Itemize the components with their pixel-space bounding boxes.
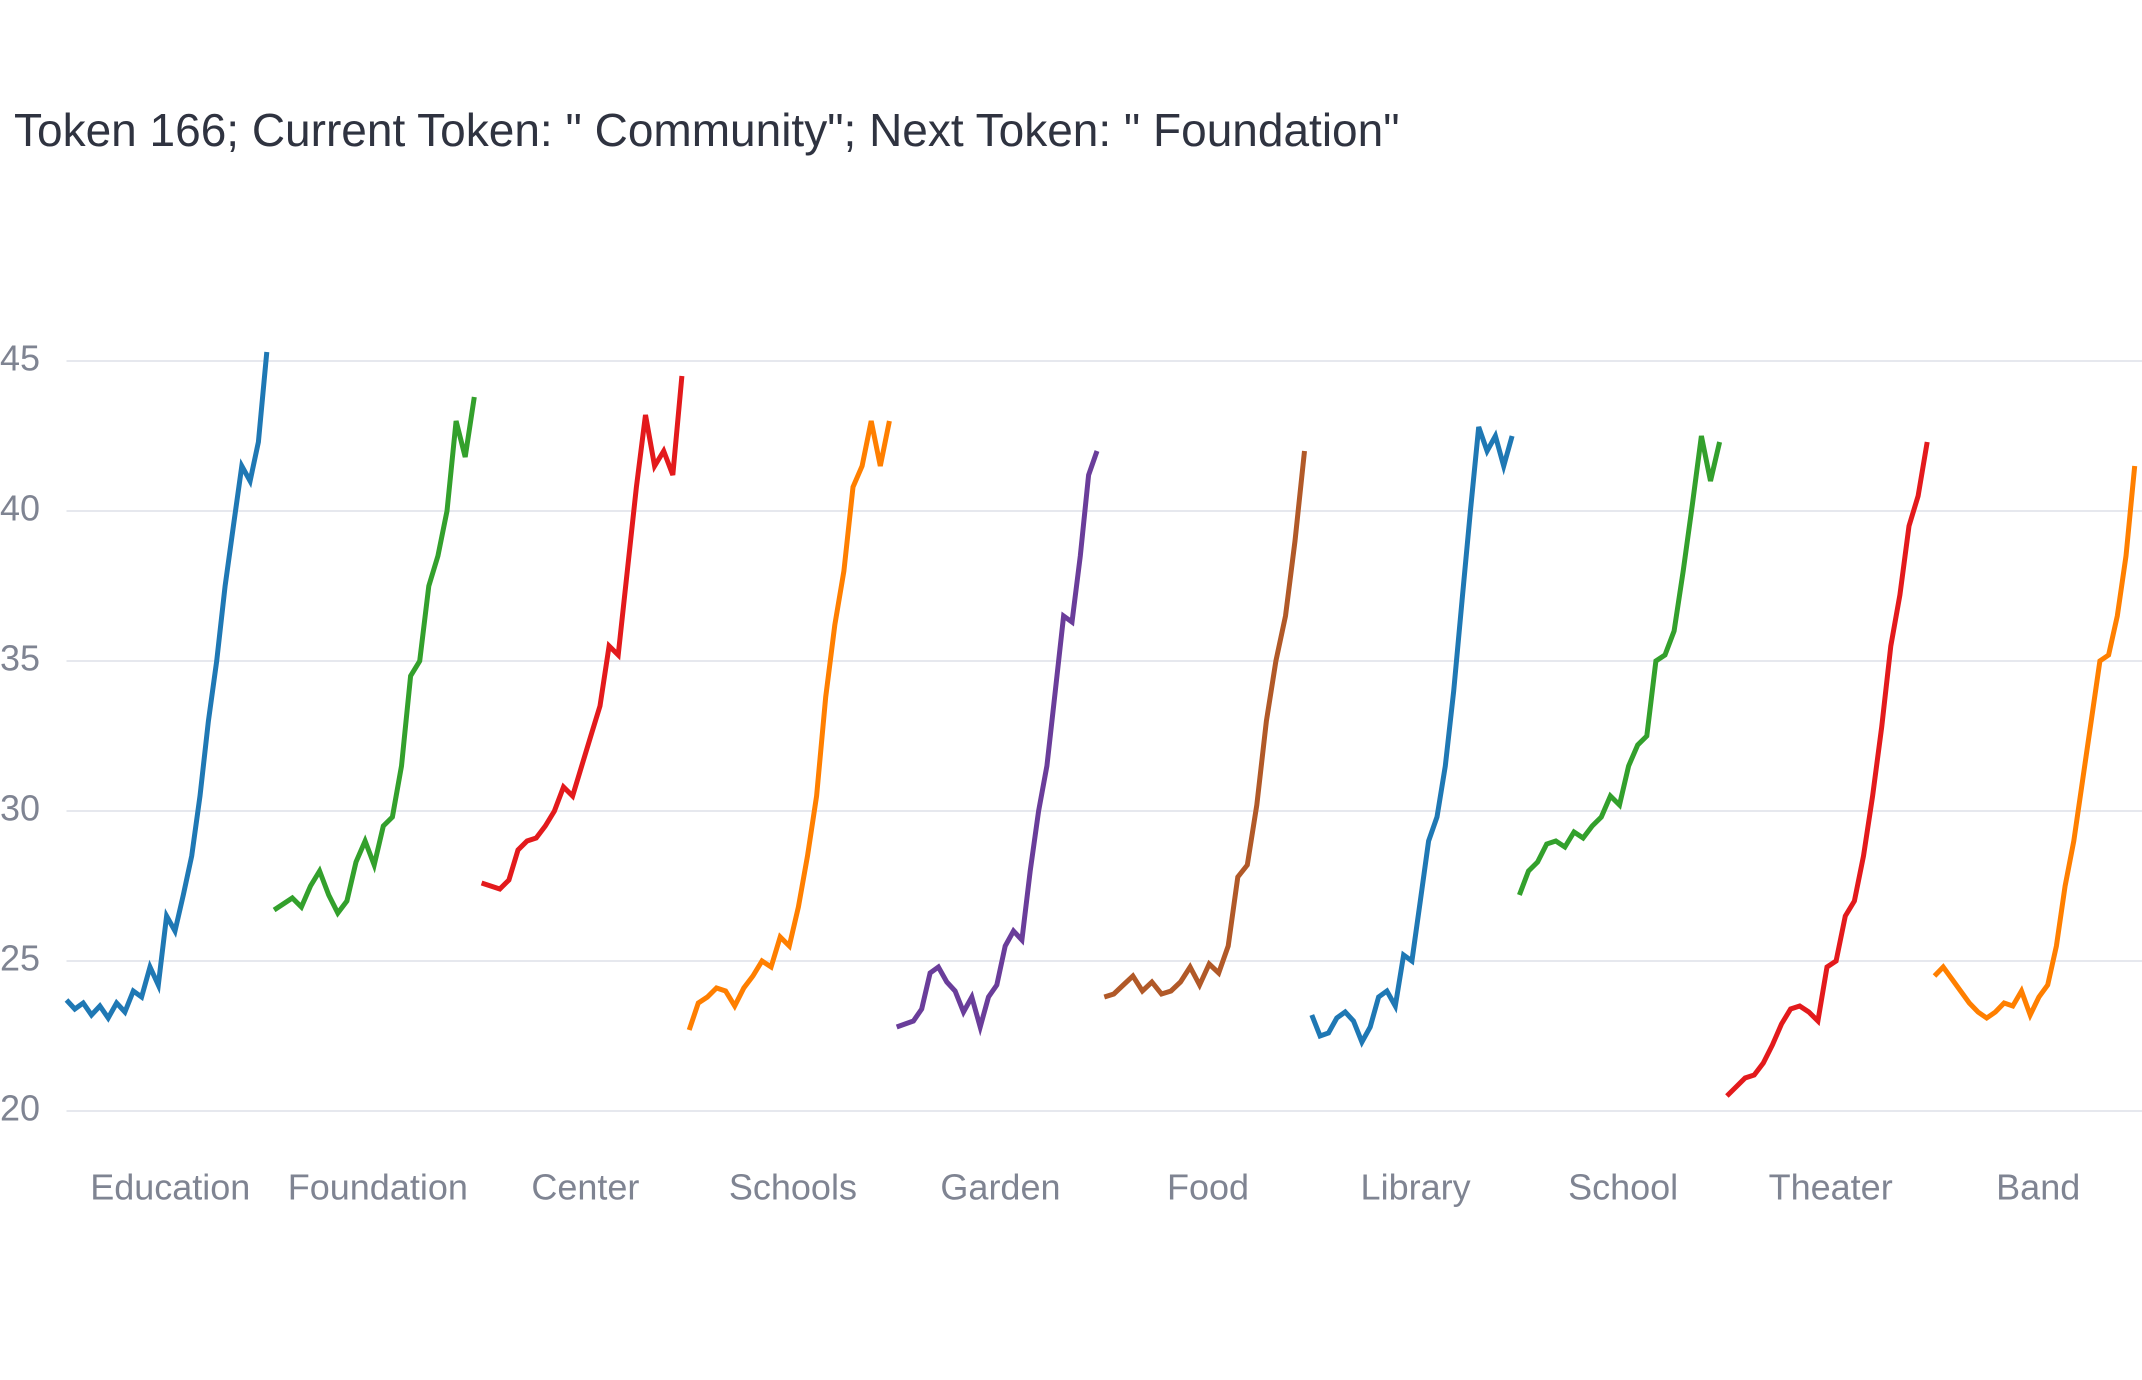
y-tick-label: 35 <box>0 638 40 679</box>
y-tick-label: 20 <box>0 1088 40 1129</box>
y-tick-label: 25 <box>0 938 40 979</box>
x-tick-label: Garden <box>940 1167 1060 1208</box>
y-tick-label: 30 <box>0 788 40 829</box>
series-line <box>272 396 477 918</box>
y-tick-label: 40 <box>0 488 40 529</box>
series-line <box>1103 450 1307 1000</box>
x-tick-label: Theater <box>1769 1167 1893 1208</box>
x-tick-label: School <box>1568 1167 1678 1208</box>
x-tick-label: Schools <box>729 1167 857 1208</box>
x-tick-label: Library <box>1361 1167 1471 1208</box>
x-tick-label: Foundation <box>288 1167 468 1208</box>
series-line <box>480 375 685 892</box>
series-line <box>895 450 1100 1037</box>
x-tick-label: Education <box>90 1167 250 1208</box>
series-line <box>64 351 270 1023</box>
chart-title: Token 166; Current Token: " Community"; … <box>14 104 1400 156</box>
x-tick-label: Center <box>531 1167 639 1208</box>
series-line <box>686 420 892 1031</box>
series-line <box>1517 435 1723 896</box>
y-tick-label: 45 <box>0 338 40 379</box>
series-line <box>1309 426 1515 1048</box>
x-tick-label: Food <box>1167 1167 1249 1208</box>
series-line <box>1725 441 1930 1098</box>
series-line <box>1932 465 2138 1022</box>
x-tick-label: Band <box>1996 1167 2080 1208</box>
